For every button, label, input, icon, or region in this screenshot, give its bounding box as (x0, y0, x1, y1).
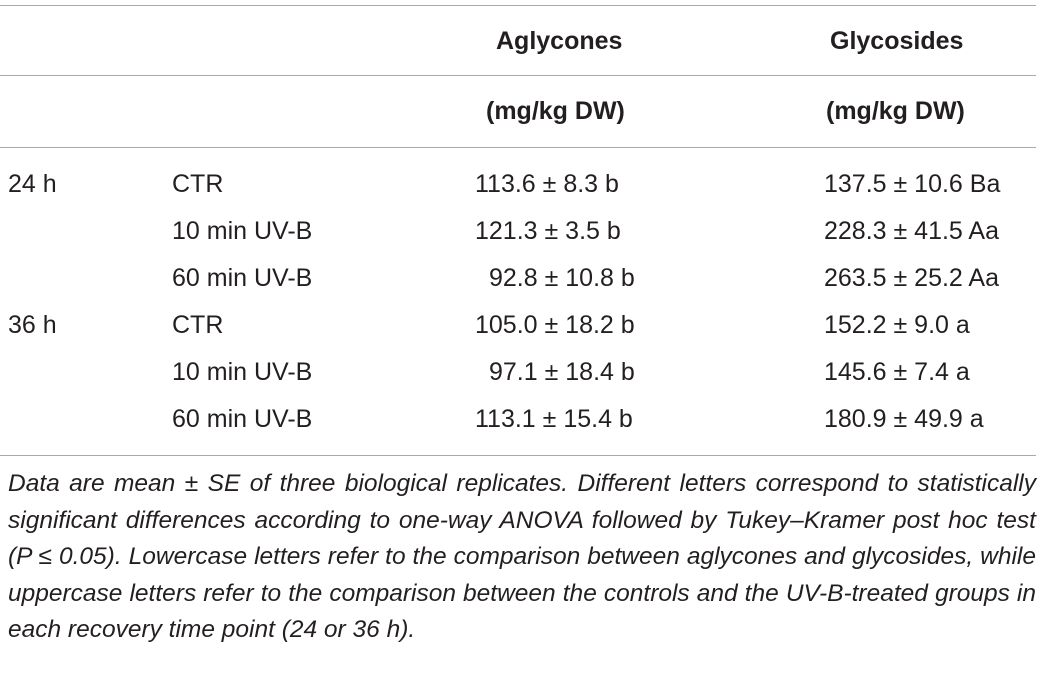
header-glycosides: Glycosides (830, 27, 964, 55)
treatment-cell: 60 min UV-B (172, 405, 313, 433)
header-aglycones: Aglycones (496, 27, 623, 55)
glycosides-cell: 152.2 ± 9.0 a (824, 311, 970, 339)
aglycones-cell: 105.0 ± 18.2 b (475, 311, 635, 339)
aglycones-cell: 113.1 ± 15.4 b (475, 405, 633, 433)
table-bottom-rule (0, 455, 1036, 456)
treatment-cell: 10 min UV-B (172, 358, 313, 386)
aglycones-cell: 92.8 ± 10.8 b (489, 264, 635, 292)
time-cell: 36 h (8, 311, 57, 339)
aglycones-cell: 121.3 ± 3.5 b (475, 217, 621, 245)
glycosides-cell: 137.5 ± 10.6 Ba (824, 170, 1001, 198)
aglycones-cell: 113.6 ± 8.3 b (475, 170, 619, 198)
treatment-cell: 60 min UV-B (172, 264, 313, 292)
header-aglycones-unit: (mg/kg DW) (486, 97, 625, 125)
header-glycosides-unit: (mg/kg DW) (826, 97, 965, 125)
treatment-cell: CTR (172, 311, 224, 339)
time-cell: 24 h (8, 170, 57, 198)
glycosides-cell: 145.6 ± 7.4 a (824, 358, 970, 386)
glycosides-cell: 180.9 ± 49.9 a (824, 405, 984, 433)
treatment-cell: CTR (172, 170, 224, 198)
glycosides-cell: 228.3 ± 41.5 Aa (824, 217, 999, 245)
table-footnote: Data are mean ± SE of three biological r… (8, 470, 1036, 643)
treatment-cell: 10 min UV-B (172, 217, 313, 245)
table-top-rule (0, 5, 1036, 6)
header-bottom-rule (0, 147, 1036, 148)
aglycones-cell: 97.1 ± 18.4 b (489, 358, 635, 386)
glycosides-cell: 263.5 ± 25.2 Aa (824, 264, 999, 292)
header-divider-rule (0, 75, 1036, 76)
